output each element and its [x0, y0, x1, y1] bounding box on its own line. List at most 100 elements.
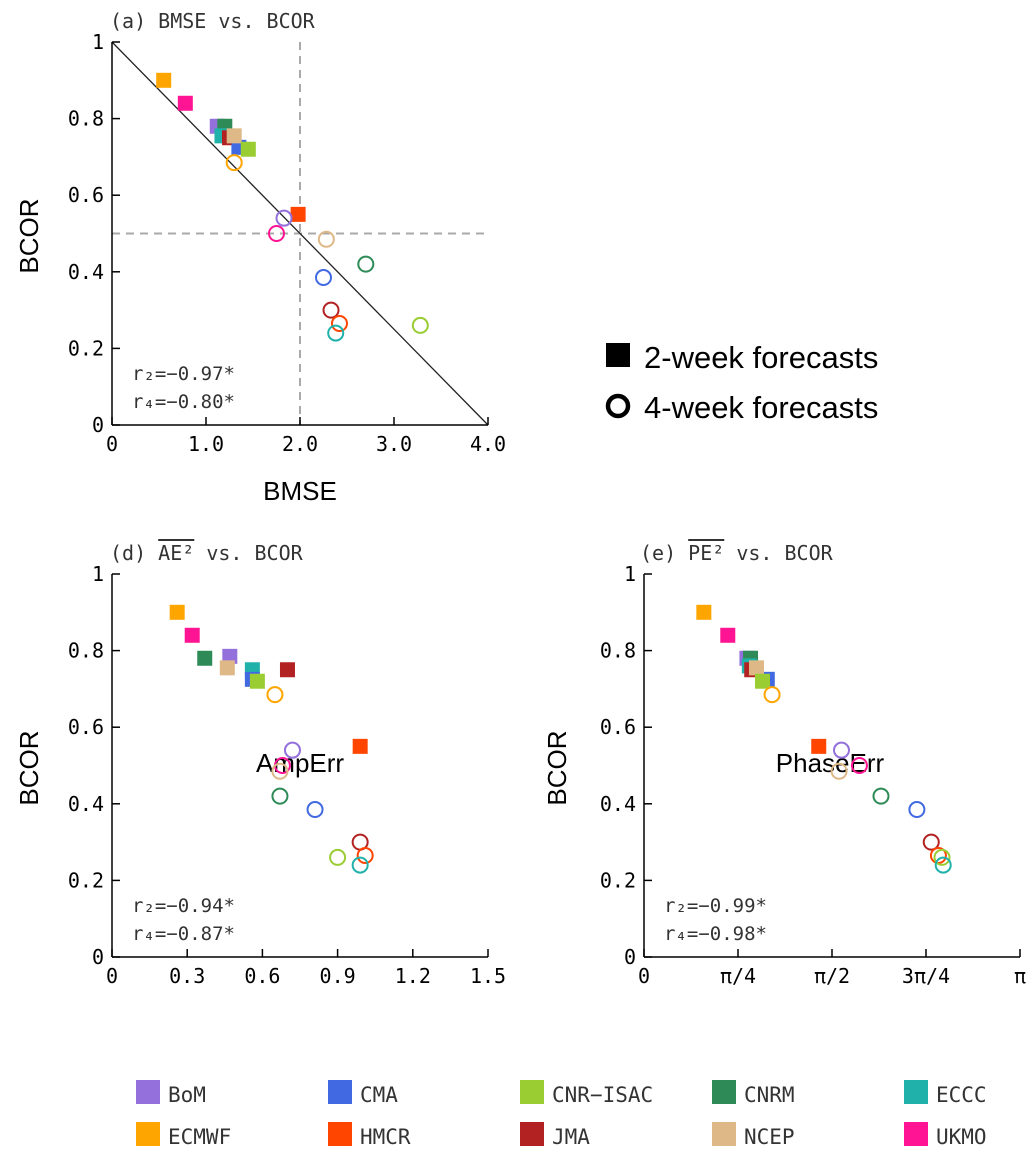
legend-swatch-ncep [712, 1122, 736, 1146]
point-4wk-bom [283, 741, 301, 759]
point-4wk-cnr-isac [329, 848, 347, 866]
point-2wk-ncep [226, 128, 242, 144]
panel-a-xlabel: BMSE [263, 476, 337, 506]
legend-two-week-label: 2-week forecasts [644, 340, 878, 375]
diagonal-reference-line [111, 41, 489, 426]
panel-a-stat-r4: r₄=−0.80* [132, 391, 235, 413]
y-tick-label: 1 [624, 562, 636, 586]
point-4wk-eccc [934, 856, 952, 874]
panel-e-title-overlined: PE² [688, 541, 724, 565]
point-2wk-ncep [219, 660, 235, 676]
panel-d-ylabel: BCOR [14, 730, 44, 805]
y-tick-label: 1 [92, 562, 104, 586]
panel-e-stat-r2: r₂=−0.99* [664, 895, 767, 917]
y-tick-label: 0 [92, 945, 104, 969]
point-4wk-hmcr [356, 847, 374, 865]
point-4wk-bom [832, 741, 850, 759]
legend-label-cma: CMA [360, 1083, 398, 1107]
point-2wk-hmcr [352, 738, 368, 754]
y-tick-label: 0.6 [68, 715, 104, 739]
point-2wk-cnr-isac [240, 141, 256, 157]
point-2wk-ecmwf [696, 604, 712, 620]
y-tick-label: 0 [624, 945, 636, 969]
panel-e-xlabel: PhaseErr [776, 748, 885, 778]
point-4wk-hmcr [330, 315, 348, 333]
point-2wk-jma [279, 662, 295, 678]
legend-label-eccc: ECCC [936, 1083, 987, 1107]
y-tick-label: 0.8 [68, 639, 104, 663]
point-2wk-ncep [749, 660, 765, 676]
y-tick-label: 0 [92, 413, 104, 437]
x-tick-label: 4.0 [470, 432, 506, 456]
point-2wk-cnr-isac [754, 673, 770, 689]
circle-marker-icon [605, 393, 631, 419]
panel-e-ylabel: BCOR [542, 730, 572, 805]
y-tick-label: 0.6 [68, 183, 104, 207]
point-4wk-cnrm [271, 787, 289, 805]
point-2wk-hmcr [811, 738, 827, 754]
point-4wk-eccc [327, 324, 345, 342]
y-tick-label: 0.4 [68, 260, 104, 284]
point-4wk-ukmo [850, 757, 868, 774]
panel-e-stat-r4: r₄=−0.98* [664, 923, 767, 945]
point-4wk-jma [922, 833, 940, 851]
legend-swatch-ecmwf [136, 1122, 160, 1146]
plot-a: 0 1.0 2.0 3.0 4.0 0 0.2 0.4 0.6 0.8 1 [68, 30, 506, 456]
point-2wk-ecmwf [169, 604, 185, 620]
y-tick-label: 0.8 [600, 639, 636, 663]
x-tick-label: 3π/4 [902, 964, 950, 988]
point-4wk-ukmo [268, 225, 285, 242]
legend-label-cnr-isac: CNR−ISAC [552, 1083, 653, 1107]
panel-d-title-overlined: AE² [158, 541, 194, 565]
point-4wk-ecmwf [763, 686, 781, 704]
point-4wk-eccc [351, 856, 369, 874]
point-4wk-jma [322, 301, 340, 319]
plot-d: 0 0.3 0.6 0.9 1.2 1.5 0 0.2 0.4 0.6 0.8 1 [68, 562, 506, 988]
x-tick-label: 0 [638, 964, 650, 988]
x-tick-label: 0 [106, 432, 118, 456]
plot-e: 0 π/4 π/2 3π/4 π 0 0.2 0.4 0.6 0.8 1 [600, 562, 1026, 988]
panel-d-stat-r4: r₄=−0.87* [132, 923, 235, 945]
legend-label-ecmwf: ECMWF [168, 1125, 231, 1149]
legend-label-jma: JMA [552, 1125, 590, 1149]
model-legend: BoM CMA CNR−ISAC CNRM ECCC ECMWF HMCR JMA NCEP UK… [136, 1080, 987, 1149]
point-2wk-ukmo [177, 95, 193, 111]
point-4wk-cma [306, 801, 324, 819]
panel-d-title: (d) AE² vs. BCOR [110, 541, 304, 565]
legend-swatch-bom [136, 1080, 160, 1104]
x-tick-label: π [1014, 964, 1026, 988]
x-tick-label: 0.9 [320, 964, 356, 988]
legend-swatch-ukmo [904, 1122, 928, 1146]
panel-a: (a) BMSE vs. BCOR BMSE BCOR r₂=−0.97* r₄… [14, 9, 337, 506]
legend-label-ukmo: UKMO [936, 1125, 987, 1149]
legend-swatch-cnr-isac [520, 1080, 544, 1104]
point-4wk-cma [315, 269, 332, 287]
point-2wk-ukmo [720, 627, 736, 643]
point-4wk-ncep [830, 762, 848, 780]
legend-label-bom: BoM [168, 1083, 206, 1107]
point-4wk-ecmwf [225, 154, 243, 172]
panel-d-stat-r2: r₂=−0.94* [132, 895, 235, 917]
y-tick-label: 0.6 [600, 715, 636, 739]
point-4wk-cnrm [872, 787, 890, 805]
point-4wk-cnr-isac [933, 848, 951, 866]
point-2wk-hmcr [290, 206, 306, 222]
panel-a-stat-r2: r₂=−0.97* [132, 363, 235, 385]
point-2wk-cnr-isac [249, 673, 265, 689]
panel-e: (e) PE² vs. BCOR PhaseErr BCOR r₂=−0.99*… [542, 541, 885, 945]
legend-label-cnrm: CNRM [744, 1083, 795, 1107]
square-marker-icon [606, 343, 630, 367]
y-tick-label: 0.4 [68, 792, 104, 816]
legend-swatch-cma [328, 1080, 352, 1104]
panel-a-ylabel: BCOR [14, 198, 44, 273]
x-tick-label: π/2 [814, 964, 850, 988]
panel-a-title: (a) BMSE vs. BCOR [110, 9, 316, 33]
y-tick-label: 1 [92, 30, 104, 54]
point-4wk-bom [275, 209, 293, 227]
point-4wk-ecmwf [266, 686, 284, 704]
point-4wk-ncep [271, 762, 289, 780]
x-tick-label: 3.0 [376, 432, 412, 456]
legend-label-ncep: NCEP [744, 1125, 795, 1149]
x-tick-label: 0.3 [169, 964, 205, 988]
